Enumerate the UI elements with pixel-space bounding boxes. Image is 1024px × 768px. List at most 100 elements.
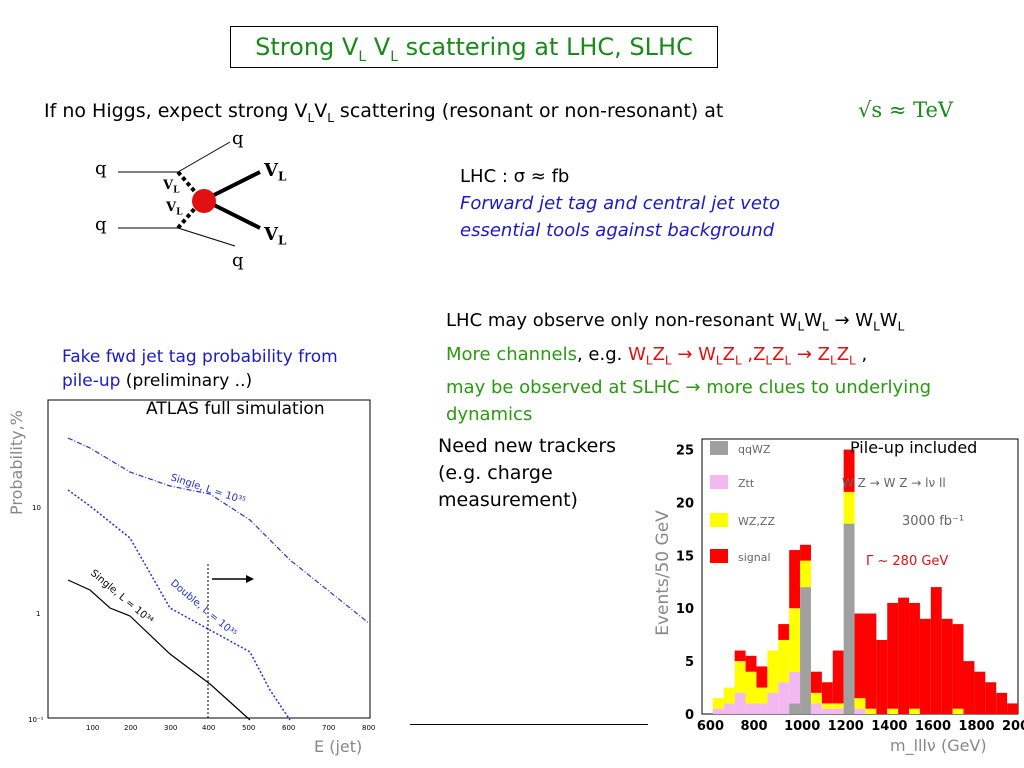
mass-histogram: 600 800 1000 1200 1400 1600 1800 2000 0 5 10 15 20 2… bbox=[653, 438, 1024, 756]
vl-in-top: VL bbox=[163, 178, 180, 196]
x-tick: 100 bbox=[86, 724, 99, 732]
legend-label: Ztt bbox=[738, 477, 755, 490]
bar-qqwz bbox=[843, 523, 855, 714]
y-tick: 10⁻¹ bbox=[28, 716, 44, 724]
nonresonant-block: LHC may observe only non-resonant WLWL →… bbox=[446, 307, 931, 428]
bar-wzzz bbox=[854, 698, 866, 709]
bar-ztt bbox=[821, 708, 833, 714]
x-axis-label: m_lllν (GeV) bbox=[890, 736, 987, 756]
nonres-line3: may be observed at SLHC → more clues to … bbox=[446, 377, 932, 399]
x-tick: 800 bbox=[740, 719, 767, 734]
bar-ztt bbox=[756, 703, 768, 714]
bar-wzzz bbox=[909, 708, 920, 714]
y-tick: 5 bbox=[685, 655, 694, 670]
trackers-block: Need new trackers (e.g. charge measureme… bbox=[438, 435, 617, 511]
bar-wzzz bbox=[821, 703, 833, 709]
quark-top-out: q bbox=[232, 128, 244, 149]
y-tick: 25 bbox=[676, 444, 694, 459]
y-tick: 10 bbox=[676, 602, 694, 617]
y-tick: 20 bbox=[676, 496, 694, 511]
label-single-l35: Single, L = 10³⁵ bbox=[169, 472, 247, 507]
bar-signal bbox=[854, 613, 866, 699]
bar-signal bbox=[887, 602, 899, 709]
bar-signal bbox=[919, 618, 931, 714]
quark-bottom-out: q bbox=[232, 250, 244, 271]
legend-label: qqWZ bbox=[738, 443, 771, 456]
bar-ztt bbox=[734, 692, 746, 714]
bar-signal bbox=[930, 587, 942, 714]
bar-wzzz bbox=[789, 608, 801, 672]
atlas-caption: ATLAS full simulation bbox=[146, 399, 325, 419]
bar-wzzz bbox=[843, 491, 855, 524]
vl-in-bottom: VL bbox=[166, 200, 183, 218]
vl-out-top: VL bbox=[264, 160, 287, 184]
bar-signal bbox=[941, 618, 953, 714]
nonres-line1: LHC may observe only non-resonant WLWL →… bbox=[446, 310, 905, 334]
legend-label: signal bbox=[738, 551, 771, 564]
bar-wzzz bbox=[745, 671, 757, 704]
bar-signal bbox=[974, 671, 986, 714]
x-tick: 1400 bbox=[871, 719, 907, 734]
bar-signal bbox=[963, 661, 975, 714]
legend-swatch-signal bbox=[710, 549, 728, 563]
bar-wzzz bbox=[734, 661, 746, 693]
quark-in-bottom: q bbox=[95, 214, 107, 235]
x-tick: 700 bbox=[322, 724, 335, 732]
bar-signal bbox=[821, 682, 833, 704]
bar-signal bbox=[745, 655, 757, 672]
y-tick: 10 bbox=[32, 504, 41, 512]
bar-ztt bbox=[723, 703, 735, 714]
bar-signal bbox=[843, 449, 855, 492]
lhc-cross-section: LHC : σ ≈ fb bbox=[460, 166, 570, 187]
energy-formula: √s ≈ TeV bbox=[858, 98, 954, 122]
y-axis-label: Events/50 GeV bbox=[653, 510, 673, 636]
y-axis-label: Probability,% bbox=[7, 410, 26, 515]
bar-signal bbox=[756, 666, 768, 688]
bar-wzzz bbox=[723, 687, 735, 704]
bar-wzzz bbox=[952, 708, 964, 714]
bar-ztt bbox=[789, 671, 801, 704]
bar-signal bbox=[810, 671, 822, 693]
bar-wzzz bbox=[887, 708, 899, 714]
y-tick: 0 bbox=[685, 708, 694, 723]
probability-plot: 100 200 300 400 500 600 700 800 10 1 10⁻… bbox=[7, 399, 375, 756]
quark-in-top: q bbox=[95, 158, 107, 179]
x-tick: 600 bbox=[282, 724, 295, 732]
x-tick: 1600 bbox=[915, 719, 951, 734]
x-axis-label: E (jet) bbox=[314, 737, 362, 756]
bar-wzzz bbox=[767, 650, 779, 693]
bar-wzzz bbox=[832, 703, 844, 709]
y-tick: 1 bbox=[36, 610, 40, 618]
lhc-jet-tag: Forward jet tag and central jet veto bbox=[460, 193, 780, 214]
separator-line bbox=[410, 724, 648, 725]
x-tick: 800 bbox=[362, 724, 375, 732]
vl-out-bottom: VL bbox=[264, 224, 287, 248]
bar-ztt bbox=[778, 682, 790, 714]
bar-signal bbox=[778, 624, 790, 640]
cut-arrow-head bbox=[246, 575, 254, 583]
x-tick: 1000 bbox=[784, 719, 820, 734]
x-tick: 300 bbox=[164, 724, 177, 732]
bar-ztt bbox=[767, 692, 779, 714]
bar-signal bbox=[1007, 703, 1018, 714]
bar-signal bbox=[952, 624, 964, 709]
single-l35-curve bbox=[67, 437, 371, 625]
lumi-label: 3000 fb⁻¹ bbox=[902, 514, 964, 529]
x-tick: 2000 bbox=[1002, 719, 1024, 734]
x-tick: 200 bbox=[124, 724, 137, 732]
nonres-line4: dynamics bbox=[446, 404, 533, 426]
fake-jet-caption: Fake fwd jet tag probability from pile-u… bbox=[62, 347, 338, 391]
legend-label: WZ,ZZ bbox=[738, 515, 775, 528]
legend-swatch-ztt bbox=[710, 475, 728, 489]
x-tick: 1800 bbox=[958, 719, 994, 734]
bar-signal bbox=[734, 650, 746, 662]
bar-signal bbox=[832, 650, 844, 704]
pile-up-label: Pile-up included bbox=[850, 438, 977, 457]
bar-wzzz bbox=[712, 698, 724, 709]
bar-ztt bbox=[810, 703, 822, 714]
x-tick: 600 bbox=[697, 719, 724, 734]
x-tick: 500 bbox=[242, 724, 255, 732]
bar-ztt bbox=[832, 708, 844, 714]
bar-wzzz bbox=[778, 639, 790, 683]
bar-signal bbox=[800, 544, 811, 561]
